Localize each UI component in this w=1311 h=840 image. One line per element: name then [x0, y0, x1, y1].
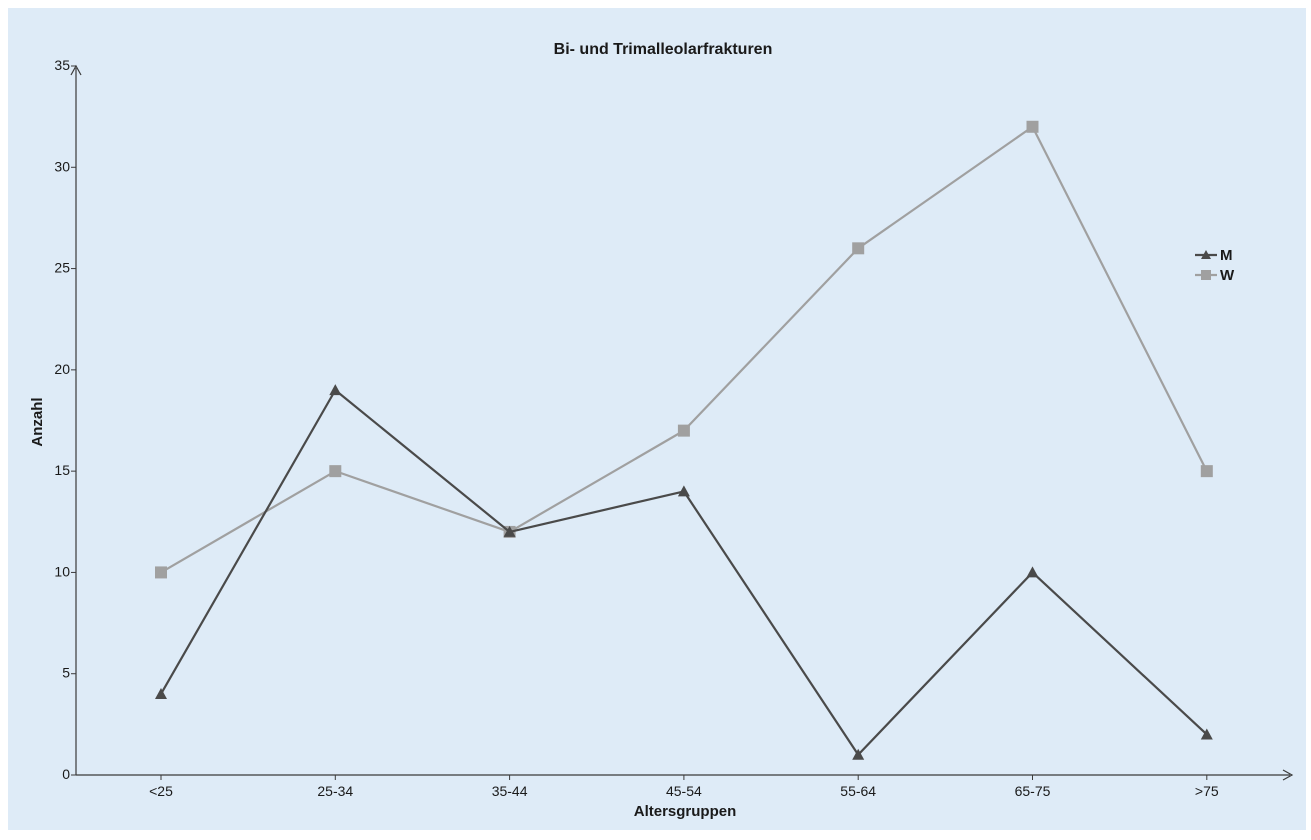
- data-point-m: [329, 384, 342, 396]
- data-point-m: [677, 485, 690, 497]
- y-axis-ticks: 0 5 10 15 20 25 30 35: [54, 57, 76, 782]
- y-tick-label: 25: [54, 260, 70, 276]
- chart-title: Bi- und Trimalleolarfrakturen: [554, 41, 773, 58]
- x-axis-title: Altersgruppen: [634, 803, 737, 820]
- series-layer: [155, 120, 1213, 760]
- series-line-m: [160, 389, 1208, 756]
- y-axis-title: Anzahl: [29, 397, 46, 446]
- x-tick-label: <25: [149, 783, 173, 799]
- data-point-m: [503, 525, 516, 537]
- line-chart: Bi- und Trimalleolarfrakturen Anzahl Alt…: [29, 41, 1294, 820]
- x-tick-label: 65-75: [1015, 783, 1051, 799]
- data-point-w: [1026, 120, 1039, 133]
- y-tick-label: 0: [62, 766, 70, 782]
- y-tick-label: 5: [62, 665, 70, 681]
- x-tick-label: 25-34: [317, 783, 353, 799]
- legend-label-m: M: [1220, 247, 1233, 264]
- legend: MW: [1195, 247, 1235, 284]
- data-point-w: [677, 424, 690, 437]
- x-axis-ticks: <25 25-34 35-44 45-54 55-64 65-75 >75: [149, 775, 1219, 799]
- chart-panel: Bi- und Trimalleolarfrakturen Anzahl Alt…: [8, 8, 1306, 830]
- legend-marker-w: [1201, 270, 1211, 280]
- legend-label-w: W: [1220, 267, 1235, 284]
- y-tick-label: 35: [54, 57, 70, 73]
- data-point-m: [1200, 728, 1213, 740]
- y-tick-label: 30: [54, 158, 70, 174]
- data-point-w: [329, 465, 342, 478]
- data-point-m: [1026, 566, 1039, 578]
- series-line-w: [160, 125, 1208, 574]
- legend-marker-m: [1201, 250, 1211, 259]
- data-point-w: [852, 242, 865, 255]
- x-tick-label: 45-54: [666, 783, 702, 799]
- x-axis-arrow: [1282, 769, 1294, 781]
- data-point-m: [852, 748, 865, 760]
- x-tick-label: 55-64: [840, 783, 876, 799]
- y-tick-label: 15: [54, 462, 70, 478]
- x-tick-label: 35-44: [492, 783, 528, 799]
- y-tick-label: 20: [54, 361, 70, 377]
- data-point-m: [155, 687, 167, 699]
- x-tick-label: >75: [1195, 783, 1219, 799]
- y-tick-label: 10: [54, 563, 70, 579]
- data-point-w: [155, 566, 167, 579]
- data-point-w: [1200, 465, 1213, 478]
